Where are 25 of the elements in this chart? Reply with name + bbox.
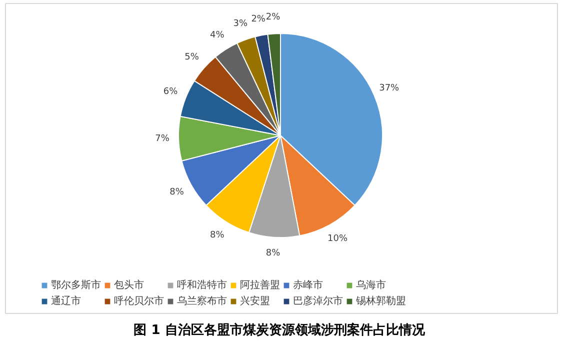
data-label: 10% (328, 234, 348, 244)
legend-label: 包头市 (114, 278, 144, 292)
data-label: 5% (184, 52, 200, 62)
legend-label: 乌海市 (356, 278, 386, 292)
data-label: 3% (233, 19, 248, 30)
legend-label: 乌兰察布市 (177, 294, 227, 308)
legend-label: 锡林郭勒盟 (356, 294, 406, 308)
data-label: 4% (210, 30, 225, 41)
legend-label: 巴彦淖尔市 (293, 294, 343, 308)
legend-label: 呼伦贝尔市 (114, 294, 164, 308)
legend-label: 赤峰市 (293, 278, 323, 292)
legend-label: 通辽市 (51, 294, 81, 308)
text: 图 1 自治区各盟市煤炭资源领域涉刑案件占比情况 (134, 322, 426, 338)
data-label: 37% (379, 84, 400, 94)
legend-label: 兴安盟 (240, 294, 270, 308)
legend-label: 鄂尔多斯市 (51, 278, 101, 292)
legend-label: 阿拉善盟 (240, 278, 280, 292)
data-label: 8% (210, 230, 225, 240)
data-label: 8% (170, 188, 184, 198)
data-label: 7% (155, 134, 170, 144)
data-label: 6% (163, 86, 178, 97)
data-label: 2% (266, 12, 281, 22)
data-label: 8% (266, 248, 281, 259)
data-label: 2% (251, 14, 266, 24)
legend-label: 呼和浩特市 (177, 278, 227, 292)
